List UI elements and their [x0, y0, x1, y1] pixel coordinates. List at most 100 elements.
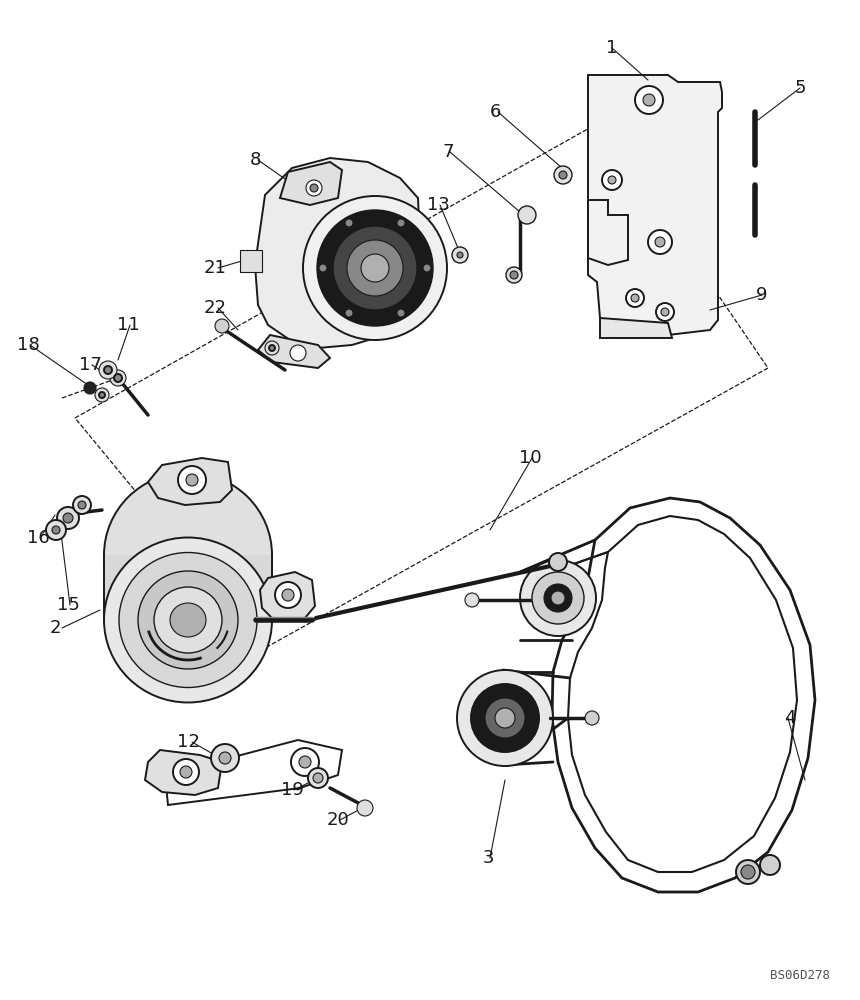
- Circle shape: [357, 800, 373, 816]
- Circle shape: [423, 264, 431, 272]
- Text: 10: 10: [519, 449, 541, 467]
- Circle shape: [211, 744, 239, 772]
- Text: 13: 13: [427, 196, 450, 214]
- Text: 14: 14: [508, 711, 531, 729]
- Polygon shape: [600, 318, 672, 338]
- Text: 15: 15: [57, 596, 79, 614]
- Circle shape: [506, 267, 522, 283]
- Circle shape: [347, 240, 403, 296]
- Text: 7: 7: [442, 143, 454, 161]
- Circle shape: [63, 513, 73, 523]
- Circle shape: [104, 366, 112, 374]
- Text: 1: 1: [606, 39, 617, 57]
- Circle shape: [317, 210, 433, 326]
- Polygon shape: [255, 158, 420, 348]
- Circle shape: [648, 230, 672, 254]
- Circle shape: [559, 171, 567, 179]
- Circle shape: [345, 219, 353, 227]
- Circle shape: [306, 180, 322, 196]
- Circle shape: [465, 593, 479, 607]
- Text: 16: 16: [27, 529, 49, 547]
- Text: 17: 17: [78, 356, 101, 374]
- Polygon shape: [588, 75, 722, 338]
- Ellipse shape: [170, 603, 206, 637]
- Circle shape: [282, 589, 294, 601]
- Circle shape: [46, 520, 66, 540]
- Polygon shape: [145, 750, 222, 795]
- Circle shape: [518, 206, 536, 224]
- Circle shape: [520, 560, 596, 636]
- Circle shape: [741, 865, 755, 879]
- Circle shape: [110, 370, 126, 386]
- Text: 4: 4: [784, 709, 796, 727]
- Circle shape: [99, 392, 105, 398]
- Circle shape: [269, 345, 275, 351]
- Circle shape: [549, 553, 567, 571]
- Text: 3: 3: [482, 849, 494, 867]
- Polygon shape: [240, 250, 262, 272]
- Circle shape: [310, 184, 318, 192]
- Circle shape: [626, 289, 644, 307]
- Circle shape: [585, 711, 599, 725]
- Circle shape: [73, 496, 91, 514]
- Circle shape: [57, 507, 79, 529]
- Circle shape: [485, 698, 525, 738]
- Circle shape: [452, 247, 468, 263]
- Circle shape: [291, 748, 319, 776]
- Polygon shape: [568, 516, 797, 872]
- Polygon shape: [104, 555, 272, 635]
- Circle shape: [631, 294, 639, 302]
- Circle shape: [608, 176, 616, 184]
- Circle shape: [635, 86, 663, 114]
- Circle shape: [495, 708, 515, 728]
- Circle shape: [656, 303, 674, 321]
- Text: BS06D278: BS06D278: [770, 969, 830, 982]
- Circle shape: [99, 361, 117, 379]
- Circle shape: [457, 670, 553, 766]
- Text: 18: 18: [16, 336, 40, 354]
- Circle shape: [760, 855, 780, 875]
- Circle shape: [551, 591, 565, 605]
- Circle shape: [602, 170, 622, 190]
- Text: 22: 22: [204, 299, 226, 317]
- Circle shape: [178, 466, 206, 494]
- Circle shape: [265, 341, 279, 355]
- Ellipse shape: [104, 538, 272, 702]
- Circle shape: [52, 526, 60, 534]
- Text: 21: 21: [204, 259, 226, 277]
- Text: 12: 12: [176, 733, 200, 751]
- Circle shape: [345, 309, 353, 317]
- Polygon shape: [280, 162, 342, 205]
- Circle shape: [319, 264, 327, 272]
- Circle shape: [655, 237, 665, 247]
- Circle shape: [299, 756, 311, 768]
- Polygon shape: [148, 458, 232, 505]
- Ellipse shape: [104, 473, 272, 638]
- Circle shape: [84, 382, 96, 394]
- Circle shape: [457, 252, 463, 258]
- Circle shape: [397, 219, 405, 227]
- Circle shape: [114, 374, 122, 382]
- Text: 2: 2: [49, 619, 61, 637]
- Circle shape: [397, 309, 405, 317]
- Text: 11: 11: [117, 316, 139, 334]
- Text: 19: 19: [280, 781, 304, 799]
- Ellipse shape: [138, 571, 238, 669]
- Text: 9: 9: [756, 286, 768, 304]
- Circle shape: [180, 766, 192, 778]
- Circle shape: [219, 752, 231, 764]
- Circle shape: [544, 584, 572, 612]
- Circle shape: [333, 226, 417, 310]
- Circle shape: [471, 684, 539, 752]
- Circle shape: [290, 345, 306, 361]
- Circle shape: [554, 166, 572, 184]
- Circle shape: [95, 388, 109, 402]
- Circle shape: [313, 773, 323, 783]
- Circle shape: [303, 196, 447, 340]
- Circle shape: [215, 319, 229, 333]
- Circle shape: [275, 582, 301, 608]
- Circle shape: [173, 759, 199, 785]
- Circle shape: [736, 860, 760, 884]
- Ellipse shape: [119, 552, 257, 688]
- Circle shape: [532, 572, 584, 624]
